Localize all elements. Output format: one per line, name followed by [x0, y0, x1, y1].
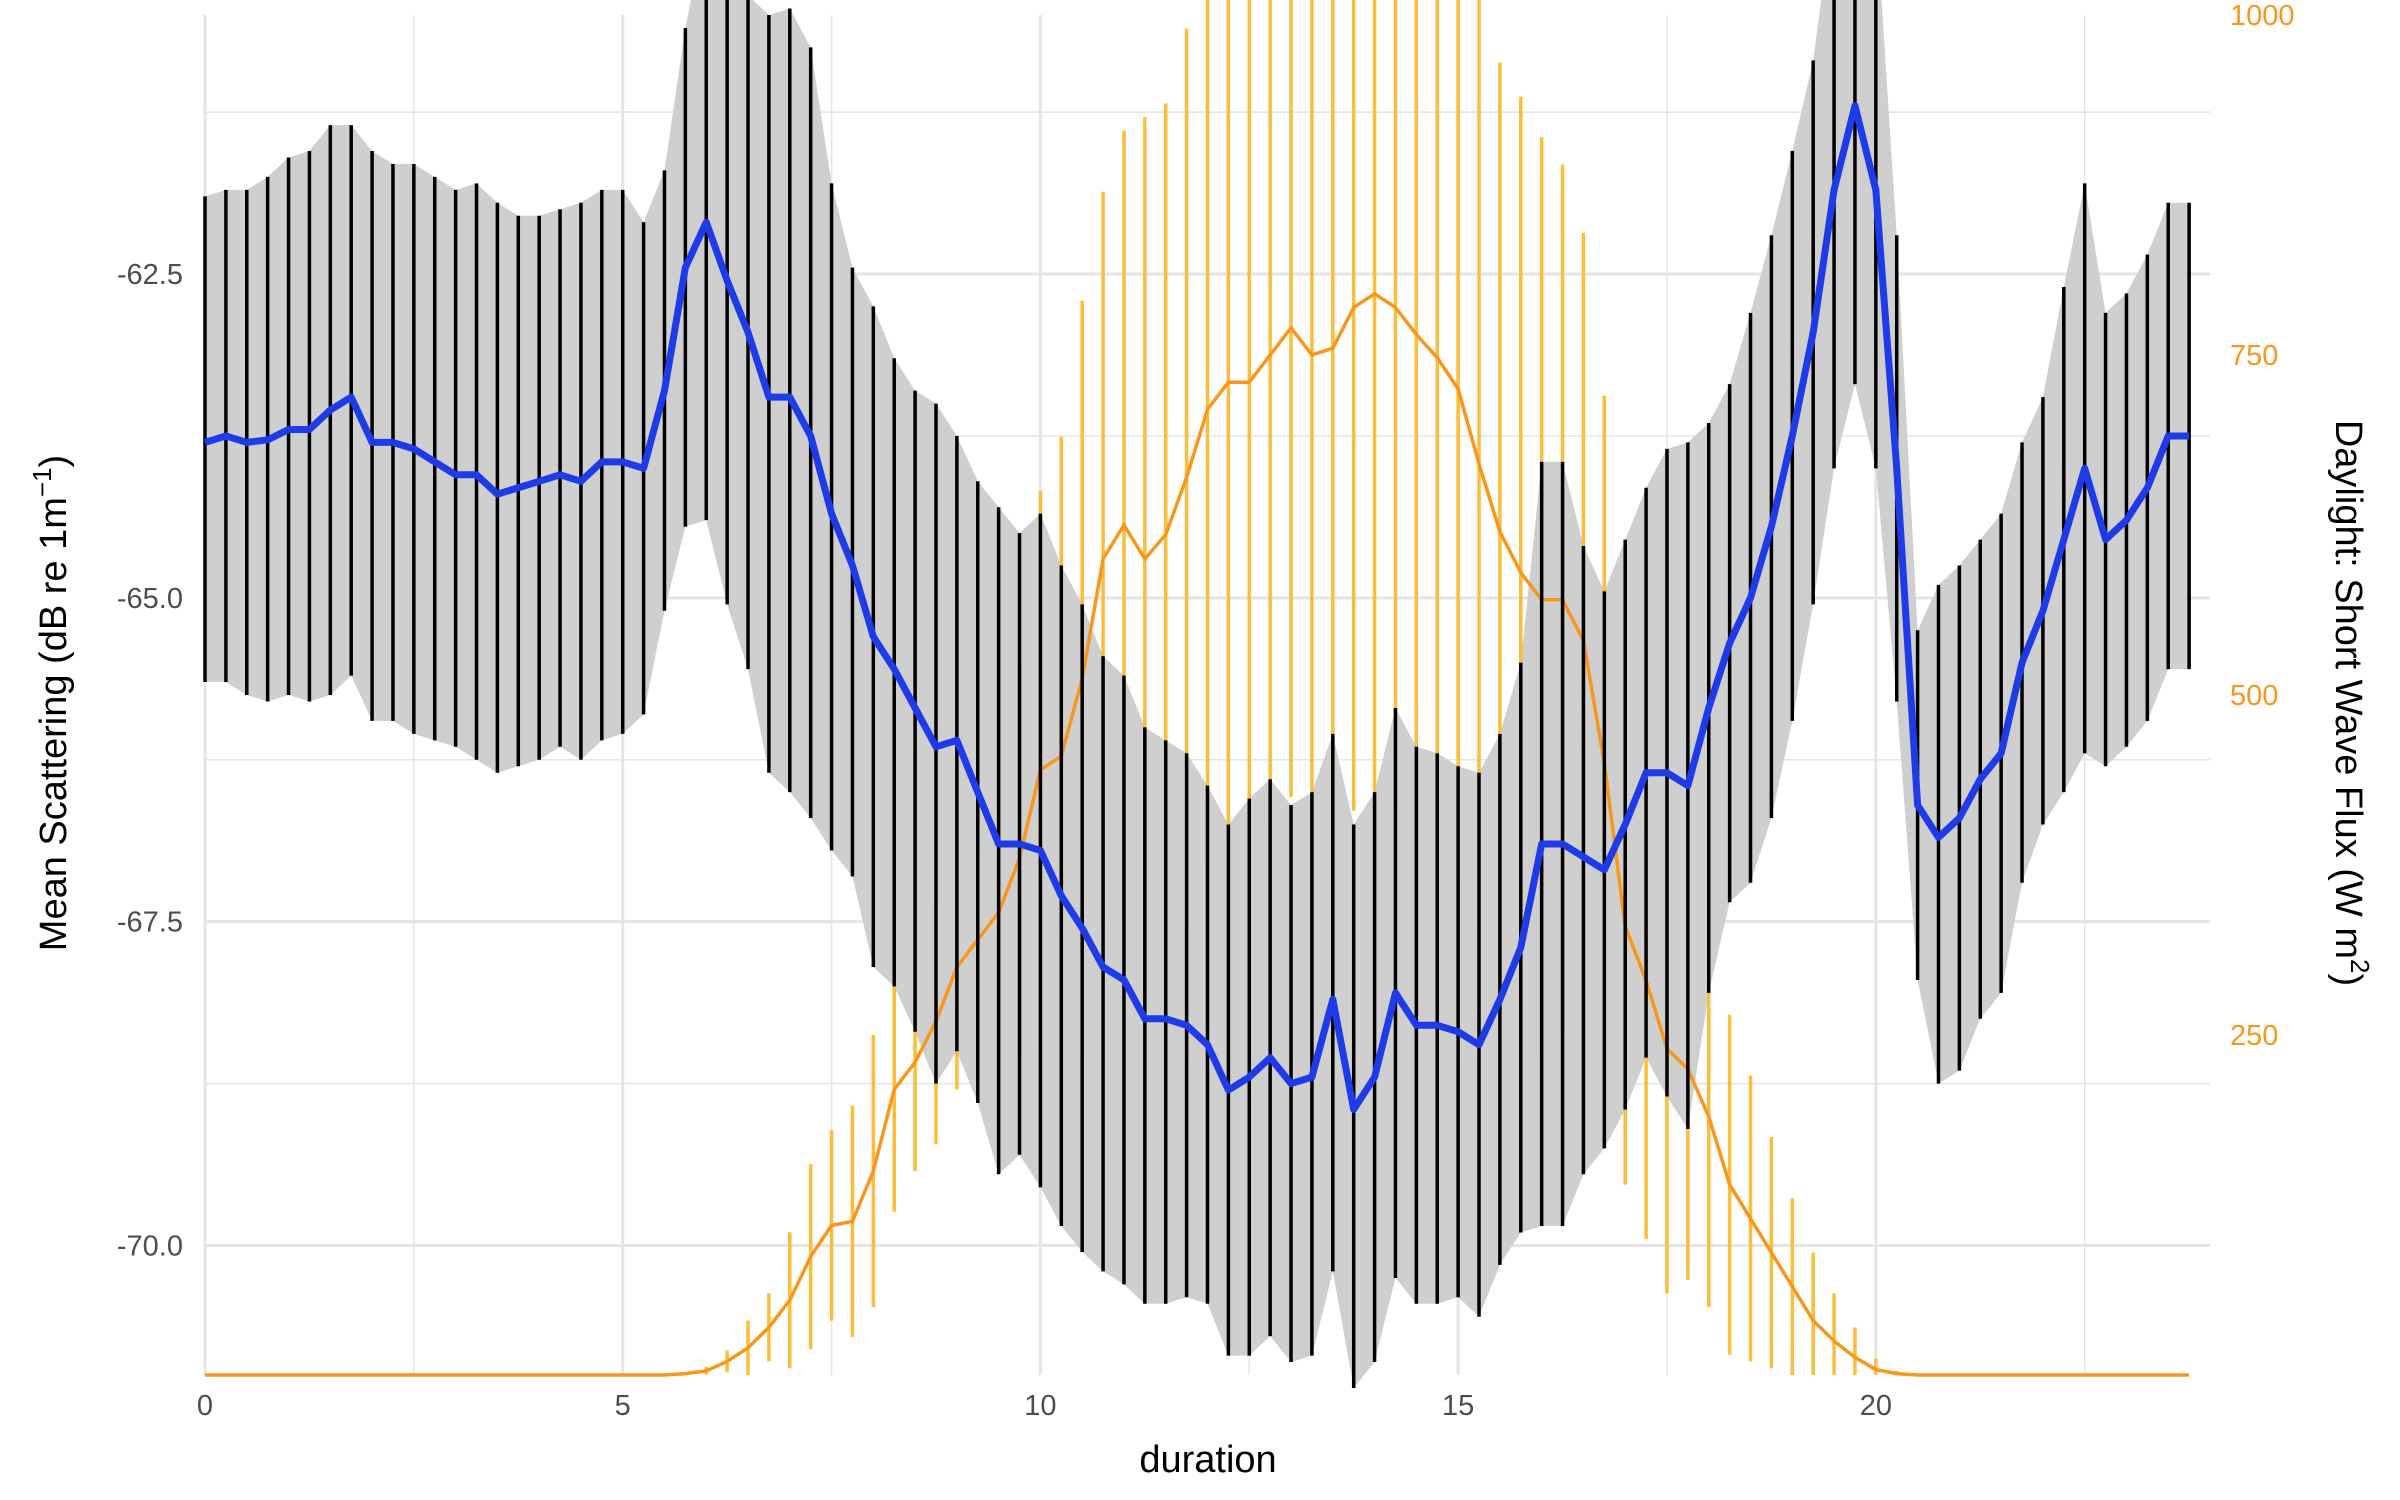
- y-left-tick-label: -65.0: [117, 583, 183, 615]
- y-right-tick-label: 1000: [2230, 0, 2295, 32]
- y-right-axis-label-sup: 2: [2345, 959, 2375, 973]
- y-right-axis-label-main: Daylight: Short Wave Flux (W m: [2327, 420, 2369, 959]
- mean-scattering-line: [203, 102, 2190, 1113]
- y-left-axis-label: Mean Scattering (dB re 1m−1): [27, 455, 75, 951]
- y-left-tick-labels: -60.0-62.5-65.0-67.5-70.0: [117, 259, 183, 1262]
- daylight-line-layer: [205, 292, 2190, 1377]
- daylight-line: [205, 292, 2190, 1377]
- y-right-tick-label: 750: [2230, 340, 2278, 372]
- y-right-tick-label: 500: [2230, 680, 2278, 712]
- y-left-tick-label: -67.5: [117, 907, 183, 939]
- x-tick-labels: 0 5 10 15 20: [197, 1390, 1892, 1422]
- x-tick-label: 15: [1442, 1390, 1474, 1422]
- x-tick-label: 5: [615, 1390, 631, 1422]
- y-left-axis-label-end: ): [33, 455, 75, 468]
- x-axis-label: duration: [1139, 1439, 1276, 1481]
- sd-ribbon: [205, 0, 2190, 1388]
- x-tick-label: 20: [1860, 1390, 1892, 1422]
- mean-line-layer: [203, 102, 2190, 1113]
- y-right-tick-labels: 250 500 750 1000: [2230, 0, 2295, 1052]
- y-left-axis-label-main: Mean Scattering (dB re 1m: [33, 497, 75, 951]
- x-tick-label: 10: [1024, 1390, 1056, 1422]
- y-right-tick-label: 250: [2230, 1020, 2278, 1052]
- y-left-tick-label: -62.5: [117, 259, 183, 291]
- sd-ribbon-layer: [205, 0, 2190, 1388]
- y-left-tick-label: -70.0: [117, 1230, 183, 1262]
- x-tick-label: 0: [197, 1390, 213, 1422]
- y-right-axis-label: Daylight: Short Wave Flux (W m2): [2327, 420, 2375, 986]
- y-right-axis-label-end: ): [2327, 973, 2369, 986]
- y-left-axis-label-sup: −1: [27, 467, 57, 497]
